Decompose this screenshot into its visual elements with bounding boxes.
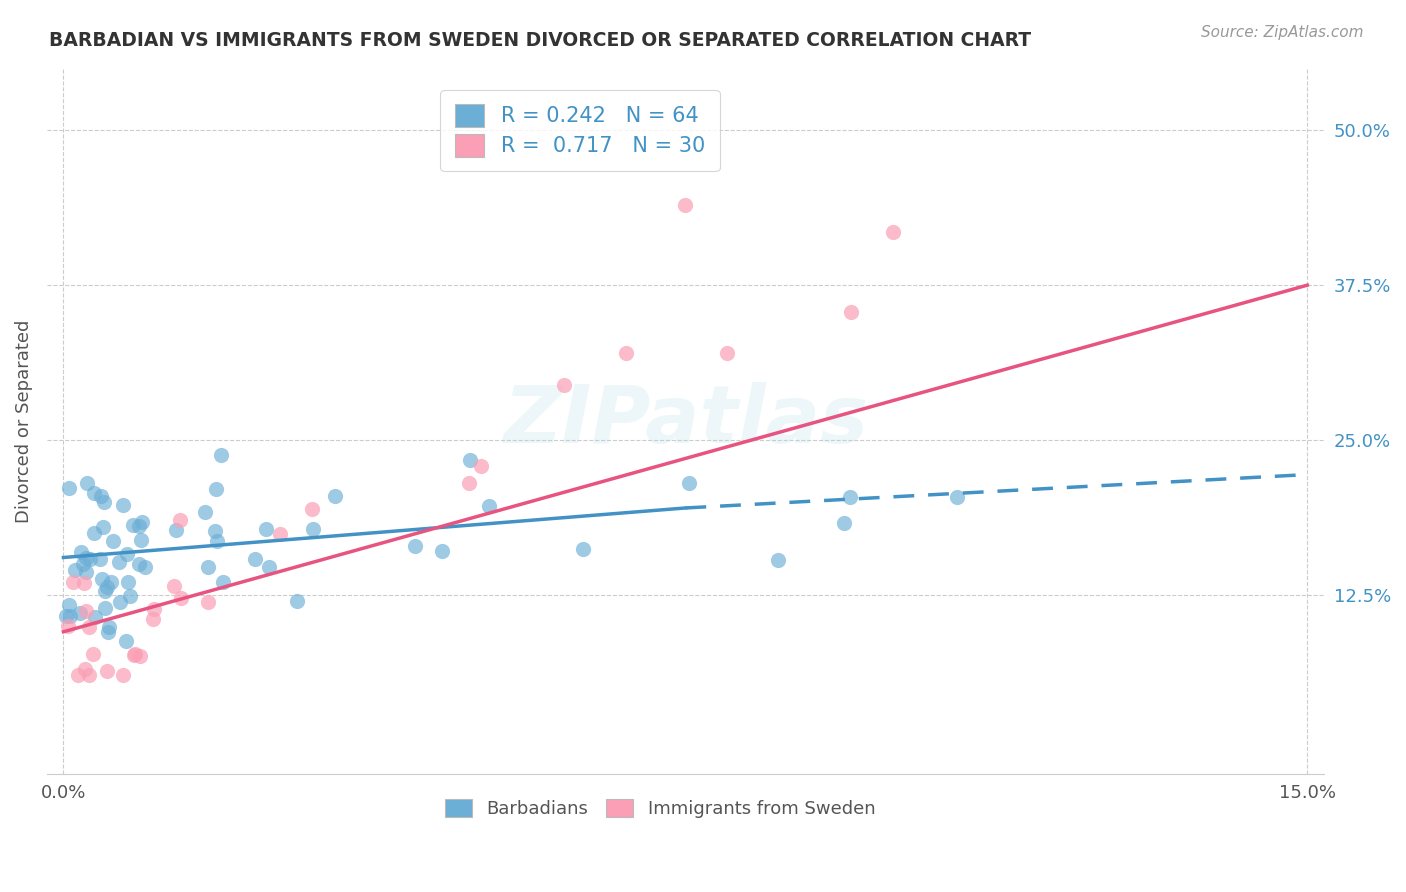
Point — [90, 489, 112, 503]
Point — [117, 575, 139, 590]
Point — [94, 601, 117, 615]
Point — [69, 606, 91, 620]
Point — [134, 560, 156, 574]
Y-axis label: Divorced or Separated: Divorced or Separated — [15, 319, 32, 523]
Point — [58, 599, 80, 613]
Point — [572, 542, 595, 557]
Point — [82, 648, 104, 662]
Point — [84, 610, 107, 624]
Point — [128, 557, 150, 571]
Point — [323, 489, 346, 503]
Point — [114, 633, 136, 648]
Point — [89, 552, 111, 566]
Point — [93, 495, 115, 509]
Point — [103, 533, 125, 548]
Point — [67, 668, 90, 682]
Point — [832, 516, 855, 530]
Point — [129, 533, 152, 548]
Point — [163, 578, 186, 592]
Point — [77, 620, 100, 634]
Point — [112, 498, 135, 512]
Point — [245, 551, 267, 566]
Point — [254, 522, 277, 536]
Point — [115, 547, 138, 561]
Point — [194, 506, 217, 520]
Point — [77, 668, 100, 682]
Point — [404, 539, 426, 553]
Point — [197, 595, 219, 609]
Point — [478, 499, 501, 513]
Point — [75, 604, 97, 618]
Point — [838, 490, 860, 504]
Point — [205, 533, 228, 548]
Point — [458, 453, 481, 467]
Point — [94, 584, 117, 599]
Point — [108, 595, 131, 609]
Point — [111, 668, 134, 682]
Point — [458, 475, 481, 490]
Point — [285, 594, 308, 608]
Point — [197, 560, 219, 574]
Point — [59, 608, 82, 623]
Point — [259, 560, 281, 574]
Point — [108, 555, 131, 569]
Point — [301, 521, 323, 535]
Point — [673, 197, 696, 211]
Point — [432, 543, 454, 558]
Point — [882, 225, 904, 239]
Point — [143, 602, 166, 616]
Point — [946, 490, 969, 504]
Text: Source: ZipAtlas.com: Source: ZipAtlas.com — [1201, 25, 1364, 40]
Point — [120, 589, 142, 603]
Point — [75, 551, 97, 566]
Point — [131, 515, 153, 529]
Point — [211, 575, 233, 590]
Point — [128, 648, 150, 663]
Point — [79, 551, 101, 566]
Point — [96, 580, 118, 594]
Point — [169, 513, 191, 527]
Point — [165, 523, 187, 537]
Point — [63, 563, 86, 577]
Point — [170, 591, 193, 605]
Point — [678, 476, 700, 491]
Point — [96, 664, 118, 678]
Point — [75, 662, 97, 676]
Point — [83, 486, 105, 500]
Point — [97, 620, 120, 634]
Point — [470, 458, 492, 473]
Point — [83, 526, 105, 541]
Point — [62, 574, 84, 589]
Text: BARBADIAN VS IMMIGRANTS FROM SWEDEN DIVORCED OR SEPARATED CORRELATION CHART: BARBADIAN VS IMMIGRANTS FROM SWEDEN DIVO… — [49, 31, 1032, 50]
Point — [56, 619, 79, 633]
Point — [269, 527, 291, 541]
Point — [301, 502, 323, 516]
Point — [716, 346, 738, 360]
Text: ZIPatlas: ZIPatlas — [503, 383, 868, 460]
Point — [73, 576, 96, 591]
Point — [128, 518, 150, 533]
Point — [75, 565, 97, 579]
Point — [91, 572, 114, 586]
Point — [211, 448, 233, 462]
Point — [55, 608, 77, 623]
Point — [768, 553, 790, 567]
Point — [97, 625, 120, 640]
Point — [839, 305, 862, 319]
Point — [76, 476, 98, 491]
Point — [58, 481, 80, 495]
Point — [205, 482, 228, 496]
Point — [204, 524, 226, 539]
Point — [124, 647, 146, 661]
Point — [72, 557, 94, 571]
Point — [91, 520, 114, 534]
Point — [142, 612, 165, 626]
Legend: Barbadians, Immigrants from Sweden: Barbadians, Immigrants from Sweden — [437, 791, 883, 825]
Point — [100, 574, 122, 589]
Point — [553, 377, 575, 392]
Point — [122, 648, 145, 662]
Point — [70, 545, 93, 559]
Point — [122, 518, 145, 533]
Point — [614, 346, 637, 360]
